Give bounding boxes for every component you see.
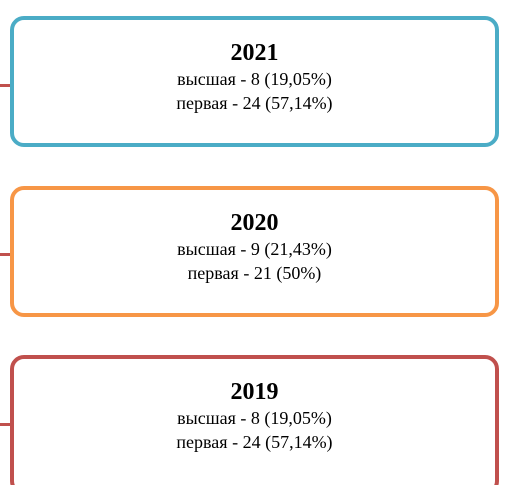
- stat-line: первая - 24 (57,14%): [176, 432, 333, 452]
- stat-line: первая - 21 (50%): [187, 263, 322, 283]
- connector: [0, 84, 12, 87]
- year-title: 2019: [230, 379, 279, 405]
- stat-line: высшая - 9 (21,43%): [177, 239, 332, 259]
- year-title: 2020: [230, 210, 279, 236]
- year-box: 2019 высшая - 8 (19,05%) первая - 24 (57…: [10, 355, 499, 485]
- stat-line: высшая - 8 (19,05%): [177, 408, 332, 428]
- stat-line: высшая - 8 (19,05%): [177, 69, 332, 89]
- year-title: 2021: [230, 40, 279, 66]
- connector: [0, 423, 12, 426]
- connector: [0, 253, 12, 256]
- stat-line: первая - 24 (57,14%): [176, 93, 333, 113]
- year-box: 2021 высшая - 8 (19,05%) первая - 24 (57…: [10, 16, 499, 147]
- year-box: 2020 высшая - 9 (21,43%) первая - 21 (50…: [10, 186, 499, 317]
